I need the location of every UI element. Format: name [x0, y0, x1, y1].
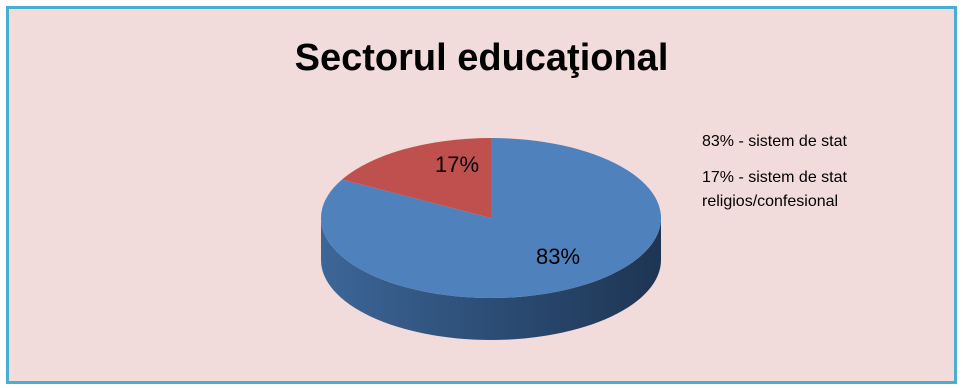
- slice-label-state: 83%: [536, 244, 580, 269]
- chart-title: Sectorul educaţional: [294, 37, 669, 79]
- chart-legend: 83% - sistem de stat 17% - sistem de sta…: [702, 130, 912, 226]
- legend-entry-state: 83% - sistem de stat: [702, 133, 847, 150]
- pie-slice-state: [321, 138, 661, 298]
- legend-entry-religious: 17% - sistem de stat religios/confesiona…: [702, 169, 847, 210]
- slice-label-religious: 17%: [435, 152, 479, 177]
- pie-slice-religious: [342, 138, 491, 218]
- pie-slice-side-state: [321, 218, 661, 340]
